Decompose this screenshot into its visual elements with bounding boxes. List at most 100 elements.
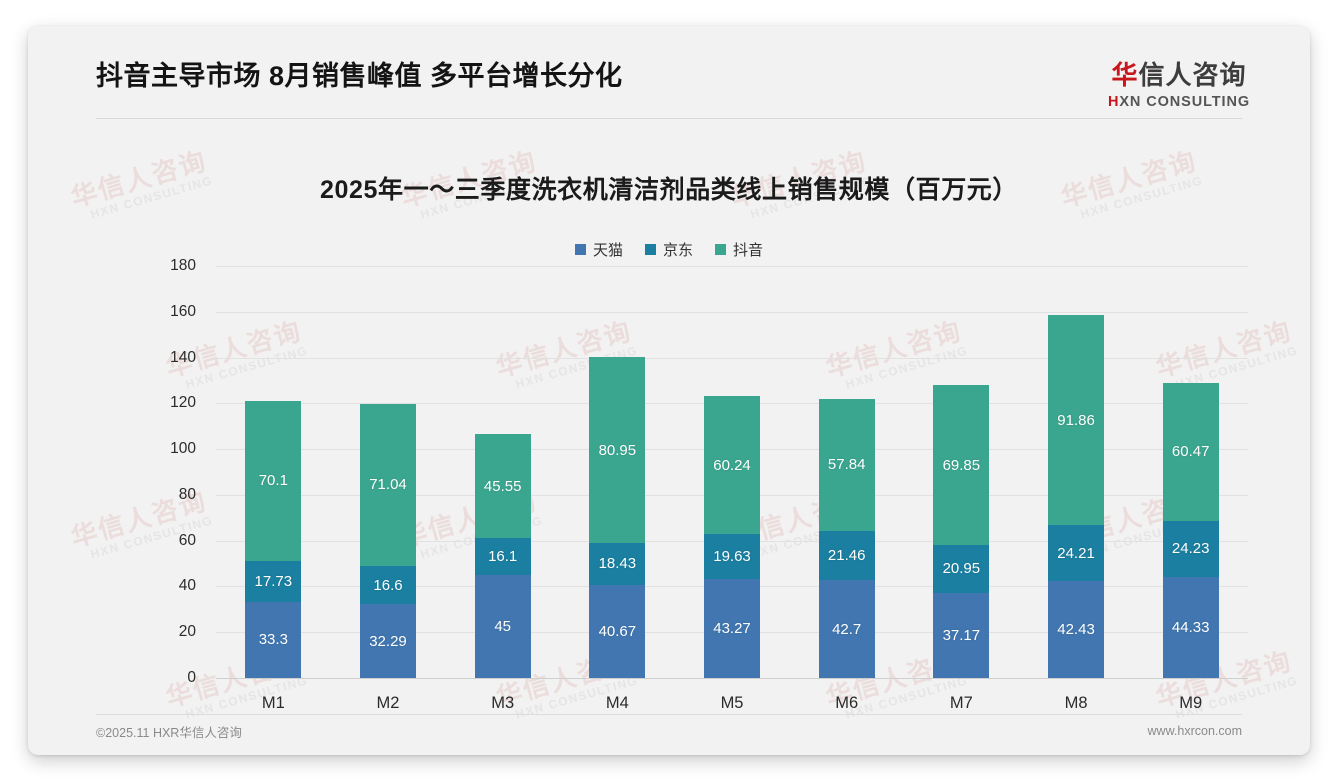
gridline xyxy=(216,311,1248,313)
gridline xyxy=(216,266,1248,267)
bar-value-label: 40.67 xyxy=(598,622,637,640)
gridline xyxy=(216,357,1248,359)
bar-group-M4: 40.67 18.43 80.95 xyxy=(560,266,675,678)
chart-title: 2025年一～三季度洗衣机清洁剂品类线上销售规模（百万元） xyxy=(319,176,1019,204)
logo-english-text: HXN CONSULTING xyxy=(1108,95,1250,110)
legend-item-天猫[interactable]: 天猫 xyxy=(574,239,623,260)
bar-segment-抖音[interactable]: 80.95 xyxy=(589,357,646,543)
bar-segment-抖音[interactable]: 57.84 xyxy=(818,398,875,532)
bar-value-label: 60.24 xyxy=(713,456,751,474)
bar-value-label: 17.73 xyxy=(254,572,293,590)
card-header: 抖音主导市场 8月销售峰值 多平台增长分化 华信人咨询 HXN CONSULTI… xyxy=(28,26,1310,118)
logo-cn-accent: 华 xyxy=(1111,60,1139,90)
bar-stack[interactable]: 33.3 17.73 70.1 xyxy=(245,400,302,678)
bar-group-M3: 45 16.1 45.55 xyxy=(445,266,560,678)
bar-group-M2: 32.29 16.6 71.04 xyxy=(331,266,446,678)
legend-label: 京东 xyxy=(662,242,693,259)
bar-stack[interactable]: 40.67 18.43 80.95 xyxy=(589,357,646,678)
bar-series-container: 33.3 17.73 70.1 32.29 16.6 71.04 45 16.1 45.55 40… xyxy=(216,266,1248,678)
bar-segment-天猫[interactable]: 33.3 xyxy=(245,601,302,678)
bar-group-M1: 33.3 17.73 70.1 xyxy=(216,266,331,678)
bar-value-label: 16.1 xyxy=(488,548,518,566)
bar-segment-抖音[interactable]: 71.04 xyxy=(360,403,416,567)
bar-segment-京东[interactable]: 16.6 xyxy=(360,566,416,605)
bar-stack[interactable]: 45 16.1 45.55 xyxy=(474,433,531,678)
bar-value-label: 91.86 xyxy=(1057,411,1095,429)
bar-segment-天猫[interactable]: 40.67 xyxy=(589,584,646,678)
legend-label: 天猫 xyxy=(592,242,623,259)
bar-segment-天猫[interactable]: 42.43 xyxy=(1048,580,1105,678)
bar-segment-天猫[interactable]: 42.7 xyxy=(818,580,875,678)
bar-segment-天猫[interactable]: 43.27 xyxy=(704,578,761,678)
x-axis-tick-label: M7 xyxy=(949,694,973,712)
bar-segment-天猫[interactable]: 37.17 xyxy=(933,592,990,678)
bar-value-label: 60.47 xyxy=(1171,443,1210,461)
bar-segment-天猫[interactable]: 45 xyxy=(474,575,531,678)
logo-chinese-text: 华信人咨询 xyxy=(1108,62,1250,88)
y-axis-tick-label: 80 xyxy=(178,485,196,503)
y-axis-tick-label: 120 xyxy=(170,394,196,412)
bar-value-label: 43.27 xyxy=(713,619,751,637)
y-axis-tick-label: 60 xyxy=(178,531,196,549)
footer-divider xyxy=(96,714,1242,715)
logo-en-accent: H xyxy=(1107,94,1120,110)
y-axis-tick-label: 140 xyxy=(170,348,196,366)
bar-group-M9: 44.33 24.23 60.47 xyxy=(1133,266,1248,678)
bar-value-label: 33.3 xyxy=(258,631,288,649)
bar-value-label: 16.6 xyxy=(373,576,403,594)
y-axis-tick-label: 40 xyxy=(178,577,196,595)
bar-stack[interactable]: 43.27 19.63 60.24 xyxy=(704,396,761,678)
bar-segment-京东[interactable]: 19.63 xyxy=(704,534,761,579)
legend-item-京东[interactable]: 京东 xyxy=(644,239,693,260)
bar-stack[interactable]: 44.33 24.23 60.47 xyxy=(1162,382,1219,678)
bar-segment-抖音[interactable]: 60.47 xyxy=(1162,382,1219,522)
bar-group-M6: 42.7 21.46 57.84 xyxy=(789,266,904,678)
bar-group-M7: 37.17 20.95 69.85 xyxy=(904,266,1019,678)
bar-segment-京东[interactable]: 16.1 xyxy=(474,538,531,575)
bar-segment-天猫[interactable]: 32.29 xyxy=(360,604,416,678)
chart-legend: 天猫 京东 抖音 xyxy=(28,239,1310,260)
bar-value-label: 44.33 xyxy=(1171,618,1210,636)
bar-segment-抖音[interactable]: 70.1 xyxy=(245,400,302,562)
bar-value-label: 42.7 xyxy=(832,620,862,638)
headline: 抖音主导市场 8月销售峰值 多平台增长分化 xyxy=(96,61,623,91)
bar-value-label: 21.46 xyxy=(827,547,866,565)
bar-segment-京东[interactable]: 17.73 xyxy=(245,561,302,602)
bar-stack[interactable]: 42.43 24.21 91.86 xyxy=(1048,315,1105,678)
legend-label: 抖音 xyxy=(733,242,764,259)
bar-value-label: 45.55 xyxy=(483,477,522,495)
bar-segment-京东[interactable]: 24.23 xyxy=(1162,521,1219,577)
chart-plot-area: 180 160 140 120 100 80 60 40 20 0 33.3 17.73 70.1 32… xyxy=(128,257,1248,712)
bar-value-label: 37.17 xyxy=(942,626,981,644)
axis-baseline xyxy=(216,678,1248,679)
bar-stack[interactable]: 37.17 20.95 69.85 xyxy=(933,385,990,678)
bar-segment-京东[interactable]: 21.46 xyxy=(818,531,875,581)
legend-item-抖音[interactable]: 抖音 xyxy=(715,239,763,260)
bar-value-label: 18.43 xyxy=(598,555,637,573)
bar-segment-抖音[interactable]: 60.24 xyxy=(704,396,761,535)
bar-segment-抖音[interactable]: 91.86 xyxy=(1048,315,1105,526)
bar-value-label: 70.1 xyxy=(258,472,288,490)
legend-swatch-icon xyxy=(574,244,586,255)
x-axis-tick-label: M5 xyxy=(720,694,744,712)
bar-segment-抖音[interactable]: 69.85 xyxy=(933,385,990,545)
bar-segment-京东[interactable]: 24.21 xyxy=(1048,525,1105,581)
bar-stack[interactable]: 42.7 21.46 57.84 xyxy=(818,398,875,678)
x-axis-tick-label: M4 xyxy=(605,694,629,712)
y-axis-tick-label: 20 xyxy=(178,623,196,641)
brand-logo: 华信人咨询 HXN CONSULTING xyxy=(1108,62,1250,110)
x-axis-tick-label: M1 xyxy=(261,694,285,712)
bar-value-label: 45 xyxy=(494,618,512,635)
bar-segment-京东[interactable]: 20.95 xyxy=(933,545,990,593)
y-axis-tick-label: 100 xyxy=(170,440,196,458)
card-footer: ©2025.11 HXR华信人咨询 www.hxrcon.com xyxy=(96,719,1242,743)
legend-swatch-icon xyxy=(715,244,726,255)
bar-value-label: 20.95 xyxy=(942,560,981,578)
bar-segment-天猫[interactable]: 44.33 xyxy=(1162,576,1219,678)
bar-value-label: 24.23 xyxy=(1171,540,1210,558)
bar-segment-抖音[interactable]: 45.55 xyxy=(474,433,531,539)
bar-segment-京东[interactable]: 18.43 xyxy=(589,542,646,585)
bar-stack[interactable]: 32.29 16.6 71.04 xyxy=(360,403,416,678)
y-axis: 180 160 140 120 100 80 60 40 20 0 xyxy=(128,257,206,686)
